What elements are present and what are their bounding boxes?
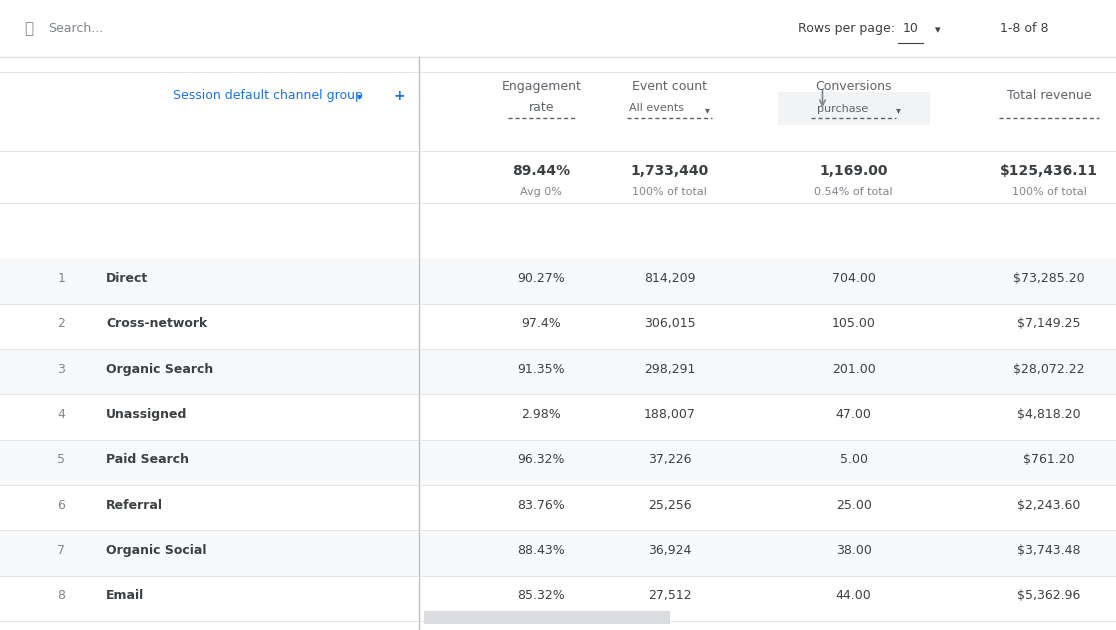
Text: $5,362.96: $5,362.96 [1018,590,1080,602]
Text: Organic Search: Organic Search [106,363,213,375]
Text: 7: 7 [57,544,66,557]
Text: 1,169.00: 1,169.00 [819,164,888,178]
Text: Rows per page:: Rows per page: [798,22,895,35]
Text: 201.00: 201.00 [831,363,876,375]
Text: $2,243.60: $2,243.60 [1018,499,1080,512]
Text: 100% of total: 100% of total [1011,186,1087,197]
Text: 5: 5 [57,454,66,466]
Text: Email: Email [106,590,144,602]
Text: 10: 10 [903,22,918,35]
Bar [0,349,1116,394]
Text: Cross-network: Cross-network [106,318,208,330]
Text: Event count: Event count [632,81,708,93]
Text: 1: 1 [57,272,66,285]
Bar [0,485,1116,530]
Text: 0.54% of total: 0.54% of total [815,186,893,197]
Text: 25.00: 25.00 [836,499,872,512]
Text: $73,285.20: $73,285.20 [1013,272,1085,285]
Text: 89.44%: 89.44% [512,164,570,178]
Text: Conversions: Conversions [816,81,892,93]
Text: 44.00: 44.00 [836,590,872,602]
Text: 8: 8 [57,590,66,602]
Text: ▾: ▾ [357,91,362,101]
Text: rate: rate [529,101,554,113]
Text: 83.76%: 83.76% [518,499,565,512]
Text: +: + [394,89,405,103]
Text: Session default channel group: Session default channel group [173,89,363,102]
Text: $28,072.22: $28,072.22 [1013,363,1085,375]
Text: 85.32%: 85.32% [518,590,565,602]
Text: All events: All events [628,103,684,113]
Text: 36,924: 36,924 [648,544,691,557]
Bar [0,576,1116,621]
Text: Search...: Search... [48,22,104,35]
Text: 47.00: 47.00 [836,408,872,421]
Text: $4,818.20: $4,818.20 [1017,408,1081,421]
Text: 298,291: 298,291 [644,363,695,375]
Text: 6: 6 [57,499,66,512]
Text: 188,007: 188,007 [644,408,695,421]
Text: Direct: Direct [106,272,148,285]
Text: 2.98%: 2.98% [521,408,561,421]
Text: 37,226: 37,226 [648,454,691,466]
Text: 105.00: 105.00 [831,318,876,330]
Text: 1-8 of 8: 1-8 of 8 [1000,22,1049,35]
Text: 25,256: 25,256 [647,499,692,512]
Bar [0,440,1116,485]
Text: $761.20: $761.20 [1023,454,1075,466]
Text: Avg 0%: Avg 0% [520,186,562,197]
Text: 100% of total: 100% of total [632,186,708,197]
Bar [0,258,1116,304]
Text: ▾: ▾ [934,25,941,35]
Text: 4: 4 [57,408,66,421]
Text: ▾: ▾ [705,105,710,115]
Text: Paid Search: Paid Search [106,454,189,466]
Text: 5.00: 5.00 [839,454,868,466]
Bar [0,530,1116,576]
Text: Engagement: Engagement [501,81,581,93]
Text: 90.27%: 90.27% [518,272,565,285]
Text: 91.35%: 91.35% [518,363,565,375]
Text: 27,512: 27,512 [647,590,692,602]
Bar [778,92,930,125]
Text: $3,743.48: $3,743.48 [1018,544,1080,557]
Bar [0,394,1116,440]
Text: 96.32%: 96.32% [518,454,565,466]
Text: 38.00: 38.00 [836,544,872,557]
Bar [0,304,1116,349]
Text: ⌕: ⌕ [25,21,33,36]
Text: ▾: ▾ [896,105,901,115]
Text: Unassigned: Unassigned [106,408,187,421]
Text: 814,209: 814,209 [644,272,695,285]
Text: Organic Social: Organic Social [106,544,206,557]
Text: 88.43%: 88.43% [518,544,565,557]
Text: purchase: purchase [817,104,868,114]
Text: 306,015: 306,015 [644,318,695,330]
Text: 97.4%: 97.4% [521,318,561,330]
Text: 2: 2 [57,318,66,330]
Text: $125,436.11: $125,436.11 [1000,164,1098,178]
Text: 704.00: 704.00 [831,272,876,285]
Text: Referral: Referral [106,499,163,512]
Bar [424,611,670,624]
Text: 3: 3 [57,363,66,375]
Text: 1,733,440: 1,733,440 [631,164,709,178]
Text: Total revenue: Total revenue [1007,89,1091,102]
Text: $7,149.25: $7,149.25 [1018,318,1080,330]
